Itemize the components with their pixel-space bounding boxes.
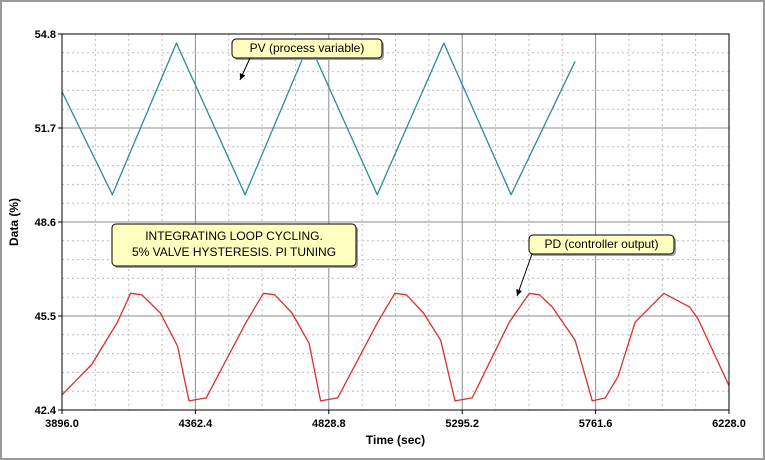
x-tick-label: 5761.6: [579, 418, 613, 430]
callout-box: [528, 234, 675, 255]
x-tick-label: 4362.4: [179, 418, 214, 430]
x-tick-label: 3896.0: [45, 418, 79, 430]
annotations: PV (process variable) PD (controller outp…: [111, 38, 676, 297]
callout-box: [111, 223, 357, 267]
info-callout: INTEGRATING LOOP CYCLING. 5% VALVE HYSTER…: [111, 223, 358, 268]
callout-text: PD (controller output): [544, 237, 658, 251]
callout-arrowhead: [516, 289, 522, 296]
y-tick-label: 51.7: [35, 123, 56, 135]
x-tick-label: 6228.0: [712, 418, 746, 430]
y-tick-label: 54.8: [35, 29, 56, 41]
y-tick-label: 45.5: [35, 311, 56, 323]
callout-leader: [516, 253, 533, 297]
y-tick-label: 48.6: [35, 217, 56, 229]
callout-arrowhead: [239, 73, 246, 80]
callout-text: PV (process variable): [250, 41, 365, 55]
pd-callout: PD (controller output): [516, 234, 676, 297]
callout-box: [231, 38, 383, 59]
pv-callout: PV (process variable): [231, 38, 384, 81]
x-tick-label: 5295.2: [445, 418, 479, 430]
axes: 3896.0 4362.4 4828.8 5295.2 5761.6 6228.0 54.8…: [7, 29, 746, 447]
x-axis-title: Time (sec): [366, 433, 425, 447]
series-line-pd: [61, 292, 730, 402]
y-axis-title: Data (%): [7, 198, 21, 246]
y-tick-label: 42.4: [35, 405, 57, 417]
callout-text: INTEGRATING LOOP CYCLING. 5% VALVE HYSTER…: [132, 229, 336, 259]
x-tick-label: 4828.8: [312, 418, 346, 430]
